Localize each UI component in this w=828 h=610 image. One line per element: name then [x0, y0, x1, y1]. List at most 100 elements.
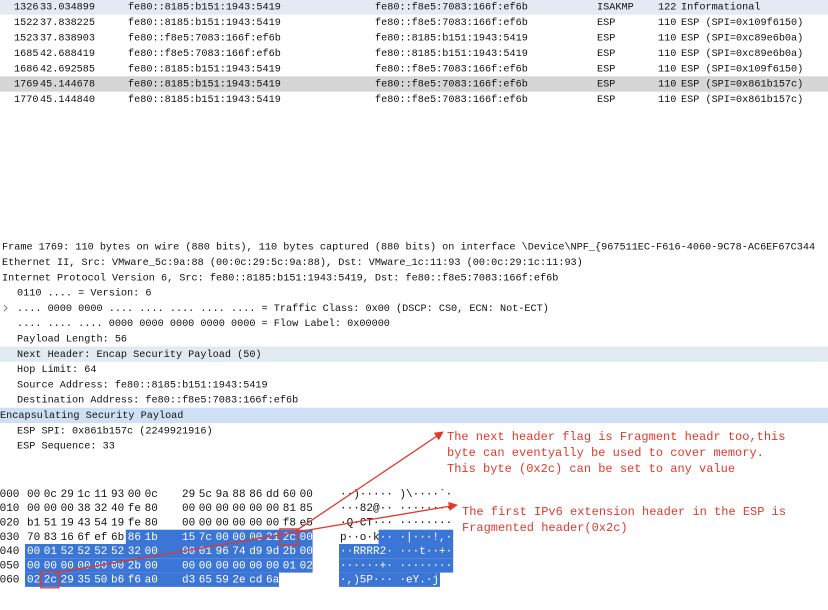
hex-byte[interactable]: 85	[300, 503, 313, 515]
hex-byte[interactable]: 00	[300, 546, 313, 558]
hex-byte[interactable]: 2c	[44, 575, 57, 587]
hex-byte[interactable]: 00	[266, 560, 279, 572]
hex-byte[interactable]: 9d	[266, 546, 279, 558]
hex-byte[interactable]: 74	[232, 546, 246, 558]
detail-line[interactable]: Ethernet II, Src: VMware_5c:9a:88 (00:0c…	[2, 257, 583, 269]
hex-byte[interactable]: 00	[27, 503, 40, 515]
hex-byte[interactable]: 0c	[145, 489, 158, 501]
hex-byte[interactable]: 01	[283, 560, 297, 572]
hex-byte[interactable]: 00	[182, 560, 195, 572]
hex-byte[interactable]: b1	[27, 518, 41, 530]
hex-byte[interactable]: 81	[283, 503, 297, 515]
hex-byte[interactable]: 00	[44, 560, 57, 572]
hex-byte[interactable]: 00	[249, 560, 262, 572]
hex-byte[interactable]: 32	[94, 503, 107, 515]
hex-byte[interactable]: 00	[232, 560, 245, 572]
hex-byte[interactable]: 2e	[232, 575, 245, 587]
hex-byte[interactable]: 00	[249, 532, 262, 544]
hex-byte[interactable]: 00	[249, 503, 262, 515]
hex-byte[interactable]: 00	[266, 518, 279, 530]
hex-byte[interactable]: 01	[44, 546, 58, 558]
hex-byte[interactable]: 40	[111, 503, 124, 515]
hex-byte[interactable]: 00	[199, 503, 212, 515]
hex-byte[interactable]: 83	[44, 532, 57, 544]
detail-line[interactable]: Frame 1769: 110 bytes on wire (880 bits)…	[2, 242, 815, 254]
hex-byte[interactable]: 21	[266, 532, 280, 544]
hex-byte[interactable]: 32	[128, 546, 141, 558]
hex-byte[interactable]: 00	[182, 518, 195, 530]
hex-byte[interactable]: 00	[27, 489, 40, 501]
hex-byte[interactable]: 38	[77, 503, 90, 515]
hex-byte[interactable]: 00	[182, 503, 195, 515]
detail-line[interactable]: Internet Protocol Version 6, Src: fe80::…	[2, 272, 558, 284]
detail-line[interactable]: Destination Address: fe80::f8e5:7083:166…	[17, 395, 298, 407]
hex-byte[interactable]: 00	[77, 560, 90, 572]
detail-line[interactable]: Hop Limit: 64	[17, 364, 96, 376]
hex-byte[interactable]: 52	[94, 546, 107, 558]
hex-byte[interactable]: 86	[249, 489, 262, 501]
packet-row[interactable]: 1770 45.144840 fe80::8185:b151:1943:5419 fe…	[14, 94, 803, 106]
hex-byte[interactable]: 00	[232, 503, 245, 515]
hex-byte[interactable]: 00	[61, 503, 74, 515]
hex-byte[interactable]: 00	[300, 532, 313, 544]
hex-byte[interactable]: 52	[61, 546, 74, 558]
hex-byte[interactable]: 19	[61, 518, 74, 530]
hex-byte[interactable]: 7c	[199, 532, 212, 544]
packet-row[interactable]: 1686 42.692585 fe80::8185:b151:1943:5419 fe…	[14, 63, 803, 75]
hex-byte[interactable]: 02	[27, 575, 40, 587]
hex-byte[interactable]: 00	[94, 560, 107, 572]
hex-byte[interactable]: 02	[300, 560, 313, 572]
hex-byte[interactable]: 29	[61, 489, 74, 501]
hex-byte[interactable]: 00	[249, 518, 262, 530]
hex-byte[interactable]: 29	[182, 489, 195, 501]
hex-byte[interactable]: f8	[283, 518, 296, 530]
detail-line[interactable]: ESP Sequence: 33	[17, 442, 115, 453]
hex-byte[interactable]: b6	[111, 575, 124, 587]
packet-row[interactable]: 1685 42.688419 fe80::f8e5:7083:166f:ef6b fe…	[14, 48, 803, 60]
hex-byte[interactable]: 00	[216, 532, 229, 544]
hex-byte[interactable]: ef	[94, 532, 107, 544]
hex-byte[interactable]: 59	[216, 575, 229, 587]
hex-byte[interactable]: 60	[283, 489, 296, 501]
hex-byte[interactable]: 00	[27, 546, 40, 558]
hex-byte[interactable]: 00	[199, 518, 212, 530]
hex-byte[interactable]: 2b	[128, 560, 141, 572]
hex-byte[interactable]: 93	[111, 489, 124, 501]
packet-row[interactable]: 1326 33.034899 fe80::8185:b151:1943:5419 fe…	[0, 0, 828, 15]
hex-byte[interactable]: 0c	[44, 489, 57, 501]
packet-row[interactable]: 1769 45.144678 fe80::8185:b151:1943:5419 fe…	[0, 76, 828, 92]
hex-byte[interactable]: 5c	[199, 489, 212, 501]
hex-byte[interactable]: 80	[145, 518, 158, 530]
hex-byte[interactable]: 6a	[266, 575, 280, 587]
hex-byte[interactable]: 19	[111, 518, 124, 530]
hex-byte[interactable]: 00	[216, 518, 229, 530]
detail-line[interactable]: Source Address: fe80::8185:b151:1943:541…	[17, 379, 268, 391]
hex-byte[interactable]: d9	[249, 546, 262, 558]
hex-byte[interactable]: 00	[128, 489, 141, 501]
hex-byte[interactable]: 00	[27, 560, 40, 572]
hex-byte[interactable]: 96	[216, 546, 229, 558]
hex-byte[interactable]: f6	[128, 575, 141, 587]
hex-byte[interactable]: 52	[111, 546, 124, 558]
hex-byte[interactable]: 00	[61, 560, 74, 572]
hex-byte[interactable]: 51	[44, 518, 58, 530]
hex-byte[interactable]: 6f	[77, 532, 90, 544]
hex-byte[interactable]: 6b	[111, 532, 124, 544]
hex-byte[interactable]: 86	[128, 532, 141, 544]
detail-line[interactable]: Payload Length: 56	[17, 333, 127, 345]
detail-line[interactable]: Encapsulating Security Payload	[0, 410, 183, 422]
detail-line[interactable]: .... 0000 0000 .... .... .... .... .... …	[17, 303, 549, 315]
expander[interactable]	[3, 304, 8, 312]
hex-byte[interactable]: 00	[199, 560, 212, 572]
hex-byte[interactable]: 00	[182, 546, 195, 558]
hex-byte[interactable]: 52	[77, 546, 90, 558]
hex-byte[interactable]: 65	[199, 575, 212, 587]
hex-byte[interactable]: fe	[128, 503, 141, 515]
hex-byte[interactable]: 43	[77, 518, 90, 530]
hex-byte[interactable]: 70	[27, 532, 40, 544]
hex-byte[interactable]: 2b	[283, 546, 296, 558]
hex-byte[interactable]: dd	[266, 489, 279, 501]
hex-byte[interactable]: 15	[182, 532, 195, 544]
hex-byte[interactable]: 2c	[283, 532, 296, 544]
hex-byte[interactable]: 1b	[145, 532, 158, 544]
